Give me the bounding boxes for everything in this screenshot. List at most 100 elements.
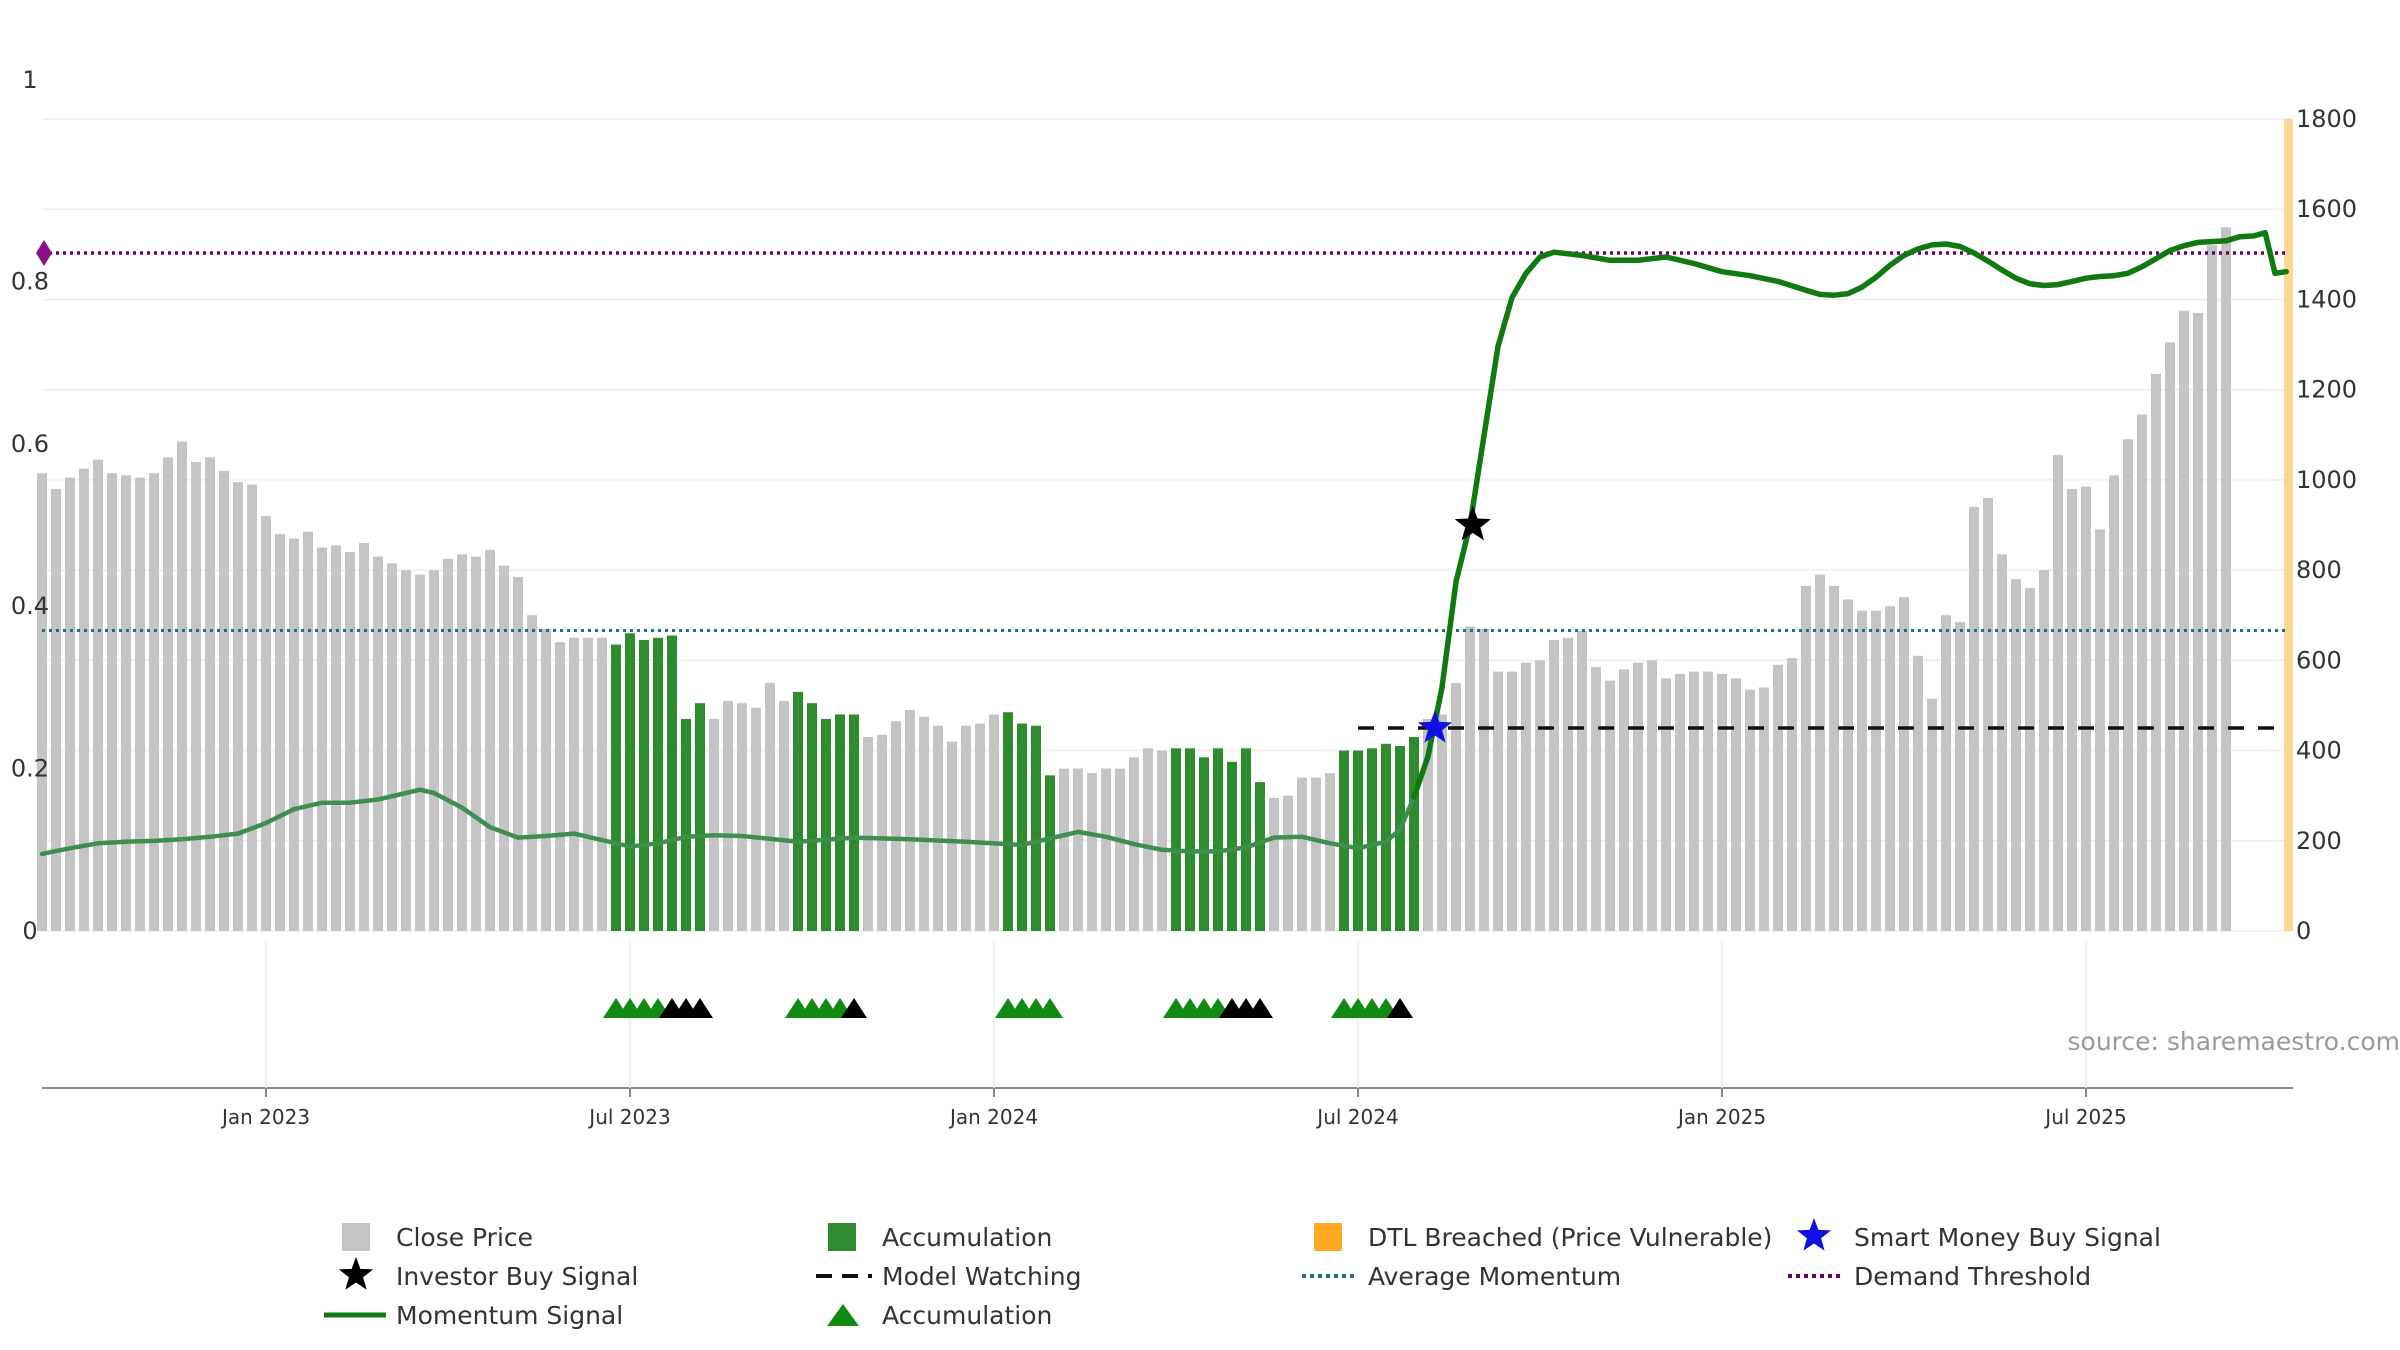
- close-price-bar: [1143, 748, 1153, 931]
- close-price-bar: [1941, 615, 1951, 931]
- close-price-bar: [583, 637, 593, 931]
- legend-label: Model Watching: [882, 1262, 1082, 1291]
- right-axis-tick: 1400: [2296, 285, 2357, 313]
- legend-item: Accumulation: [828, 1223, 1052, 1252]
- close-price-bar: [1857, 610, 1867, 931]
- close-price-bar: [1773, 664, 1783, 931]
- legend-star-icon: [338, 1257, 374, 1290]
- investor-triangle: [687, 998, 713, 1018]
- price-bars: [37, 119, 2293, 932]
- close-price-bar: [401, 570, 411, 931]
- close-price-bar: [345, 552, 355, 931]
- close-price-bar: [429, 570, 439, 931]
- close-price-bar: [1997, 554, 2007, 931]
- close-price-bar: [2137, 414, 2147, 931]
- close-price-bar: [1465, 626, 1475, 931]
- close-price-bar: [541, 628, 551, 931]
- close-price-bar: [2123, 439, 2133, 931]
- close-price-bar: [1311, 777, 1321, 931]
- close-price-bar: [1073, 768, 1083, 931]
- legend-swatch-dtl-breached: [1314, 1223, 1342, 1251]
- signal-markers: [1417, 506, 1491, 743]
- close-price-bar: [2221, 227, 2231, 931]
- legend-label: Average Momentum: [1368, 1262, 1621, 1291]
- close-price-bar: [1437, 714, 1447, 931]
- close-price-bar: [457, 554, 467, 931]
- close-price-bar: [2039, 570, 2049, 931]
- close-price-bar: [107, 473, 117, 931]
- close-price-bar: [569, 637, 579, 931]
- close-price-bar: [1101, 768, 1111, 931]
- close-price-bar: [2095, 529, 2105, 931]
- close-price-bar: [1731, 678, 1741, 931]
- close-price-bar: [2151, 373, 2161, 931]
- accumulation-bar: [1171, 748, 1181, 931]
- close-price-bar: [1689, 671, 1699, 931]
- close-price-bar: [149, 473, 159, 931]
- close-price-bar: [1115, 768, 1125, 931]
- x-tick-label: Jul 2024: [1315, 1105, 1398, 1129]
- close-price-bar: [1759, 687, 1769, 931]
- accumulation-bar: [667, 635, 677, 931]
- close-price-bar: [2053, 455, 2063, 931]
- close-price-bar: [261, 515, 271, 931]
- close-price-bar: [191, 461, 201, 931]
- legend-item: Model Watching: [816, 1262, 1082, 1291]
- accumulation-bar: [1045, 775, 1055, 931]
- close-price-bar: [1157, 750, 1167, 931]
- close-price-bar: [443, 558, 453, 931]
- close-price-bar: [331, 545, 341, 931]
- right-axis-tick: 200: [2296, 827, 2342, 855]
- accumulation-bar: [1395, 746, 1405, 931]
- x-tick-label: Jul 2023: [587, 1105, 670, 1129]
- close-price-bar: [1059, 768, 1069, 931]
- close-price-bar: [919, 716, 929, 931]
- right-axis-tick: 1200: [2296, 376, 2357, 404]
- close-price-bar: [1885, 606, 1895, 931]
- close-price-bar: [177, 441, 187, 931]
- legend-label: Momentum Signal: [396, 1301, 623, 1330]
- close-price-bar: [1577, 631, 1587, 931]
- close-price-bar: [2207, 245, 2217, 932]
- x-tick-label: Jan 2025: [1676, 1105, 1766, 1129]
- close-price-bar: [555, 642, 565, 931]
- close-price-bar: [1815, 574, 1825, 931]
- close-price-bar: [121, 475, 131, 931]
- close-price-bar: [387, 563, 397, 931]
- accumulation-bar: [1227, 761, 1237, 931]
- close-price-bar: [1703, 671, 1713, 931]
- legend-label: Accumulation: [882, 1223, 1052, 1252]
- close-price-bar: [765, 682, 775, 931]
- close-price-bar: [1507, 671, 1517, 931]
- close-price-bar: [2165, 342, 2175, 931]
- close-price-bar: [247, 484, 257, 931]
- close-price-bar: [877, 734, 887, 931]
- close-price-bar: [499, 565, 509, 931]
- close-price-bar: [751, 707, 761, 931]
- close-price-bar: [1717, 673, 1727, 931]
- smart-money-buy-star: [1417, 710, 1453, 743]
- close-price-bar: [2025, 588, 2035, 931]
- left-axis-tick: 0: [22, 917, 37, 945]
- source-label: source: sharemaestro.com: [2068, 1027, 2400, 1056]
- close-price-bar: [989, 714, 999, 931]
- close-price-bar: [303, 531, 313, 931]
- close-price-bar: [1451, 682, 1461, 931]
- close-price-bar: [1871, 610, 1881, 931]
- close-price-bar: [1661, 678, 1671, 931]
- accumulation-bar: [1017, 723, 1027, 931]
- close-price-bar: [317, 547, 327, 931]
- right-axis-tick: 1000: [2296, 466, 2357, 494]
- right-axis-tick: 600: [2296, 646, 2342, 674]
- close-price-bar: [1983, 497, 1993, 931]
- close-price-bar: [1297, 777, 1307, 931]
- accumulation-bar: [1213, 748, 1223, 931]
- dtl-breached-band: [2284, 119, 2293, 931]
- close-price-bar: [1647, 660, 1657, 931]
- close-price-bar: [1269, 797, 1279, 931]
- close-price-bar: [1955, 621, 1965, 931]
- close-price-bar: [51, 488, 61, 931]
- legend-star-icon: [1796, 1218, 1832, 1251]
- accumulation-bar: [681, 718, 691, 931]
- legend-label: Demand Threshold: [1854, 1262, 2091, 1291]
